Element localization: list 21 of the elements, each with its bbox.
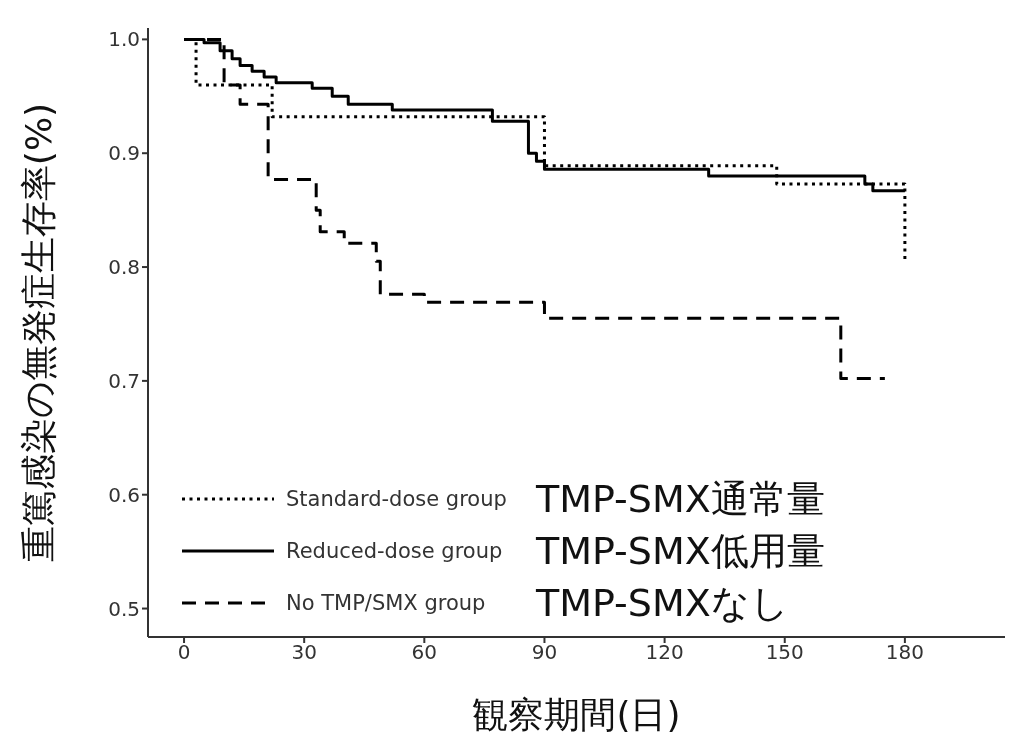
x-axis-title: 観察期間(日) bbox=[472, 694, 681, 735]
annotation: TMP-SMX通常量 bbox=[536, 475, 825, 523]
x-tick-label: 90 bbox=[531, 640, 558, 665]
legend-label: Standard-dose group bbox=[286, 487, 508, 511]
x-tick-label: 180 bbox=[885, 640, 924, 665]
legend-label: No TMP/SMX group bbox=[286, 591, 487, 615]
y-tick-label: 1.0 bbox=[108, 27, 140, 52]
y-axis-title: 重篤感染の無発症生存率(%) bbox=[17, 102, 59, 563]
y-tick-label: 0.7 bbox=[108, 368, 140, 393]
x-tick-label: 0 bbox=[177, 640, 191, 665]
y-tick-label: 0.8 bbox=[108, 255, 140, 280]
x-tick-label: 30 bbox=[291, 640, 317, 665]
annotation: TMP-SMXなし bbox=[536, 579, 789, 627]
legend-label: Reduced-dose group bbox=[286, 539, 504, 563]
annotation: TMP-SMX低用量 bbox=[536, 527, 825, 575]
x-tick-label: 150 bbox=[765, 640, 804, 665]
x-tick-label: 120 bbox=[645, 640, 684, 665]
y-tick-label: 0.6 bbox=[108, 482, 140, 507]
x-tick-label: 60 bbox=[411, 640, 438, 665]
y-tick-label: 0.5 bbox=[108, 596, 140, 621]
y-tick-label: 0.9 bbox=[108, 141, 140, 166]
